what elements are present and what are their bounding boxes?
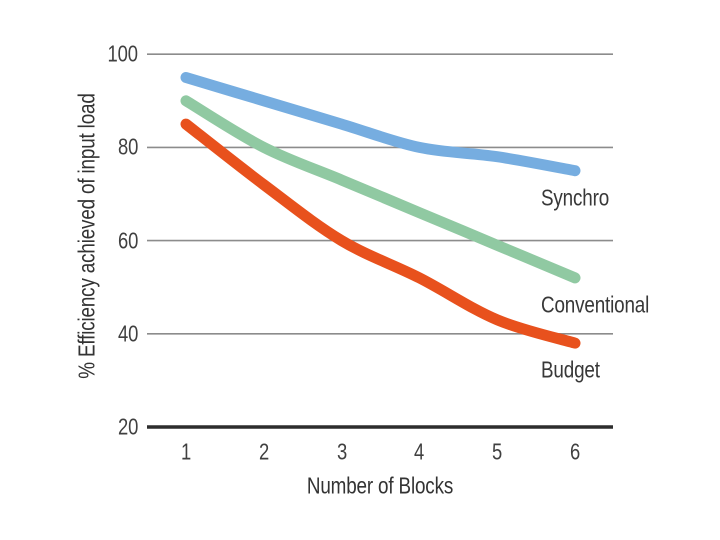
series-line-synchro — [180, 72, 581, 177]
y-tick-label-20: 20 — [117, 413, 138, 440]
x-tick-label-4: 4 — [414, 438, 425, 465]
series-line-conventional — [180, 95, 581, 284]
series-label-synchro: Synchro — [541, 184, 610, 211]
x-tick-label-5: 5 — [492, 438, 503, 465]
x-tick-label-6: 6 — [569, 438, 581, 465]
y-tick-label-60: 60 — [117, 227, 138, 254]
x-tick-label-3: 3 — [336, 438, 347, 465]
series-label-budget: Budget — [541, 356, 600, 383]
series-label-conventional: Conventional — [541, 291, 650, 318]
y-tick-label-80: 80 — [117, 133, 138, 160]
y-tick-label-40: 40 — [117, 320, 138, 347]
x-axis-title: Number of Blocks — [306, 472, 454, 499]
y-tick-label-100: 100 — [107, 40, 138, 67]
x-tick-label-2: 2 — [258, 438, 269, 465]
x-tick-label-1: 1 — [180, 438, 192, 465]
series-line-budget — [180, 118, 581, 349]
y-axis-title: % Efficiency achieved of input load — [73, 93, 100, 379]
